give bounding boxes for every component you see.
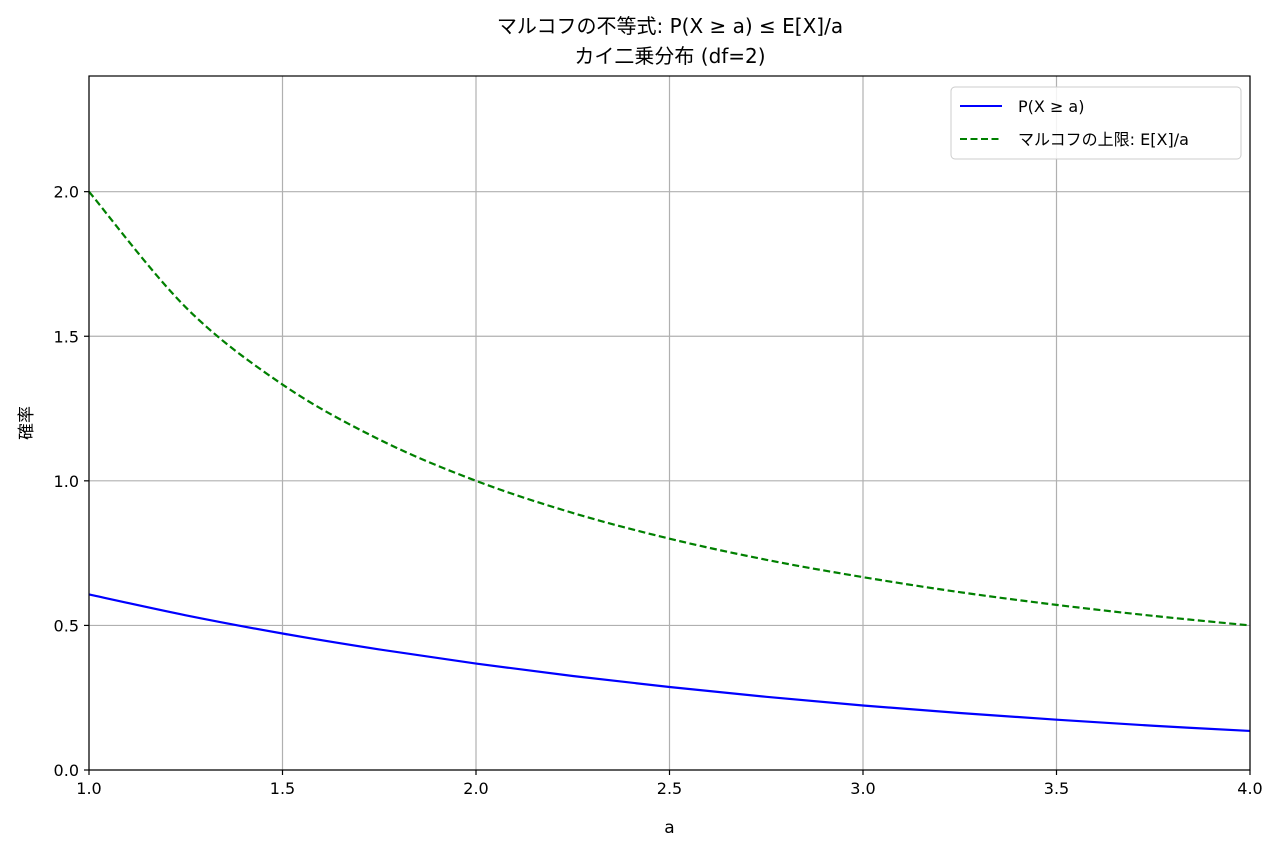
- x-tick-label: 3.0: [850, 779, 875, 798]
- legend: P(X ≥ a) マルコフの上限: E[X]/a: [950, 86, 1242, 160]
- legend-box: [950, 86, 1242, 160]
- series-line-markov: [88, 190, 1251, 627]
- legend-label-markov: マルコフの上限: E[X]/a: [1018, 130, 1189, 149]
- x-tick-label: 3.5: [1044, 779, 1069, 798]
- legend-label-p: P(X ≥ a): [1018, 97, 1084, 116]
- y-tick-label: 0.0: [54, 761, 79, 780]
- y-tick-label: 2.0: [54, 183, 79, 202]
- x-tick-label: 2.5: [657, 779, 682, 798]
- chart-subtitle: カイ二乗分布 (df=2): [574, 44, 765, 68]
- series-line-p: [88, 593, 1251, 733]
- y-tick-label: 1.5: [54, 327, 79, 346]
- x-tick-label: 2.0: [463, 779, 488, 798]
- x-axis-label: a: [664, 818, 674, 838]
- grid: [88, 76, 1251, 771]
- axis-ticks: 1.0 1.5 2.0 2.5 3.0 3.5 4.0 0.0 0.5 1.0 1.5 2.0: [54, 183, 1263, 798]
- x-tick-label: 1.0: [76, 779, 101, 798]
- x-tick-label: 1.5: [270, 779, 295, 798]
- y-tick-label: 1.0: [54, 472, 79, 491]
- x-tick-label: 4.0: [1237, 779, 1262, 798]
- chart-title: マルコフの不等式: P(X ≥ a) ≤ E[X]/a: [497, 14, 843, 38]
- series-layer: [88, 190, 1251, 733]
- y-tick-label: 0.5: [54, 616, 79, 635]
- y-axis-label: 確率: [17, 406, 37, 440]
